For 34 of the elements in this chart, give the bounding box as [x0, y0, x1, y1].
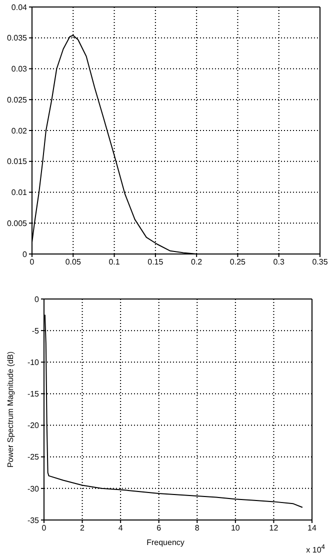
x-tick-label: 2: [80, 524, 86, 533]
y-tick-label: 0.005: [6, 218, 28, 228]
x-tick-label: 0.3: [273, 258, 285, 267]
y-tick-label: 0.025: [6, 95, 28, 104]
y-tick-label: -25: [27, 452, 40, 462]
y-tick-label: 0.035: [6, 34, 28, 43]
x-tick-label: 0: [42, 524, 47, 533]
y-tick-label: 0.03: [11, 64, 28, 74]
y-tick-label: 0.02: [11, 126, 28, 136]
x-tick-label: 10: [230, 524, 240, 533]
y-tick-label: -15: [27, 390, 40, 399]
x-tick-label: 8: [194, 524, 200, 533]
y-tick-label: -10: [27, 358, 40, 367]
x-tick-label: 14: [308, 524, 317, 533]
x-tick-label: 12: [269, 524, 279, 533]
y-axis-title: Power Spectrum Magnitude (dB): [6, 351, 15, 468]
x-tick-label: 0.2: [191, 258, 203, 267]
y-tick-label: 0: [22, 250, 28, 259]
y-tick-label: -35: [27, 516, 40, 525]
x-tick-label: 0.25: [230, 258, 246, 267]
y-tick-label: 0.04: [11, 2, 28, 12]
y-tick-label: -20: [27, 421, 40, 430]
x-tick-label: 0.15: [148, 258, 164, 267]
x-tick-label: 0.05: [65, 258, 82, 267]
x-tick-label: 4: [118, 524, 124, 533]
y-tick-label: 0.015: [6, 157, 28, 166]
text: x 10$^{4}$: [306, 544, 325, 555]
y-tick-label: -5: [32, 326, 40, 336]
x-tick-label: 0.35: [312, 258, 328, 267]
y-tick-label: 0.01: [11, 188, 28, 198]
x-tick-label: 6: [156, 524, 162, 533]
y-tick-label: -30: [27, 484, 40, 494]
x-tick-label: 0.1: [108, 258, 120, 267]
y-tick-label: 0: [34, 294, 40, 304]
